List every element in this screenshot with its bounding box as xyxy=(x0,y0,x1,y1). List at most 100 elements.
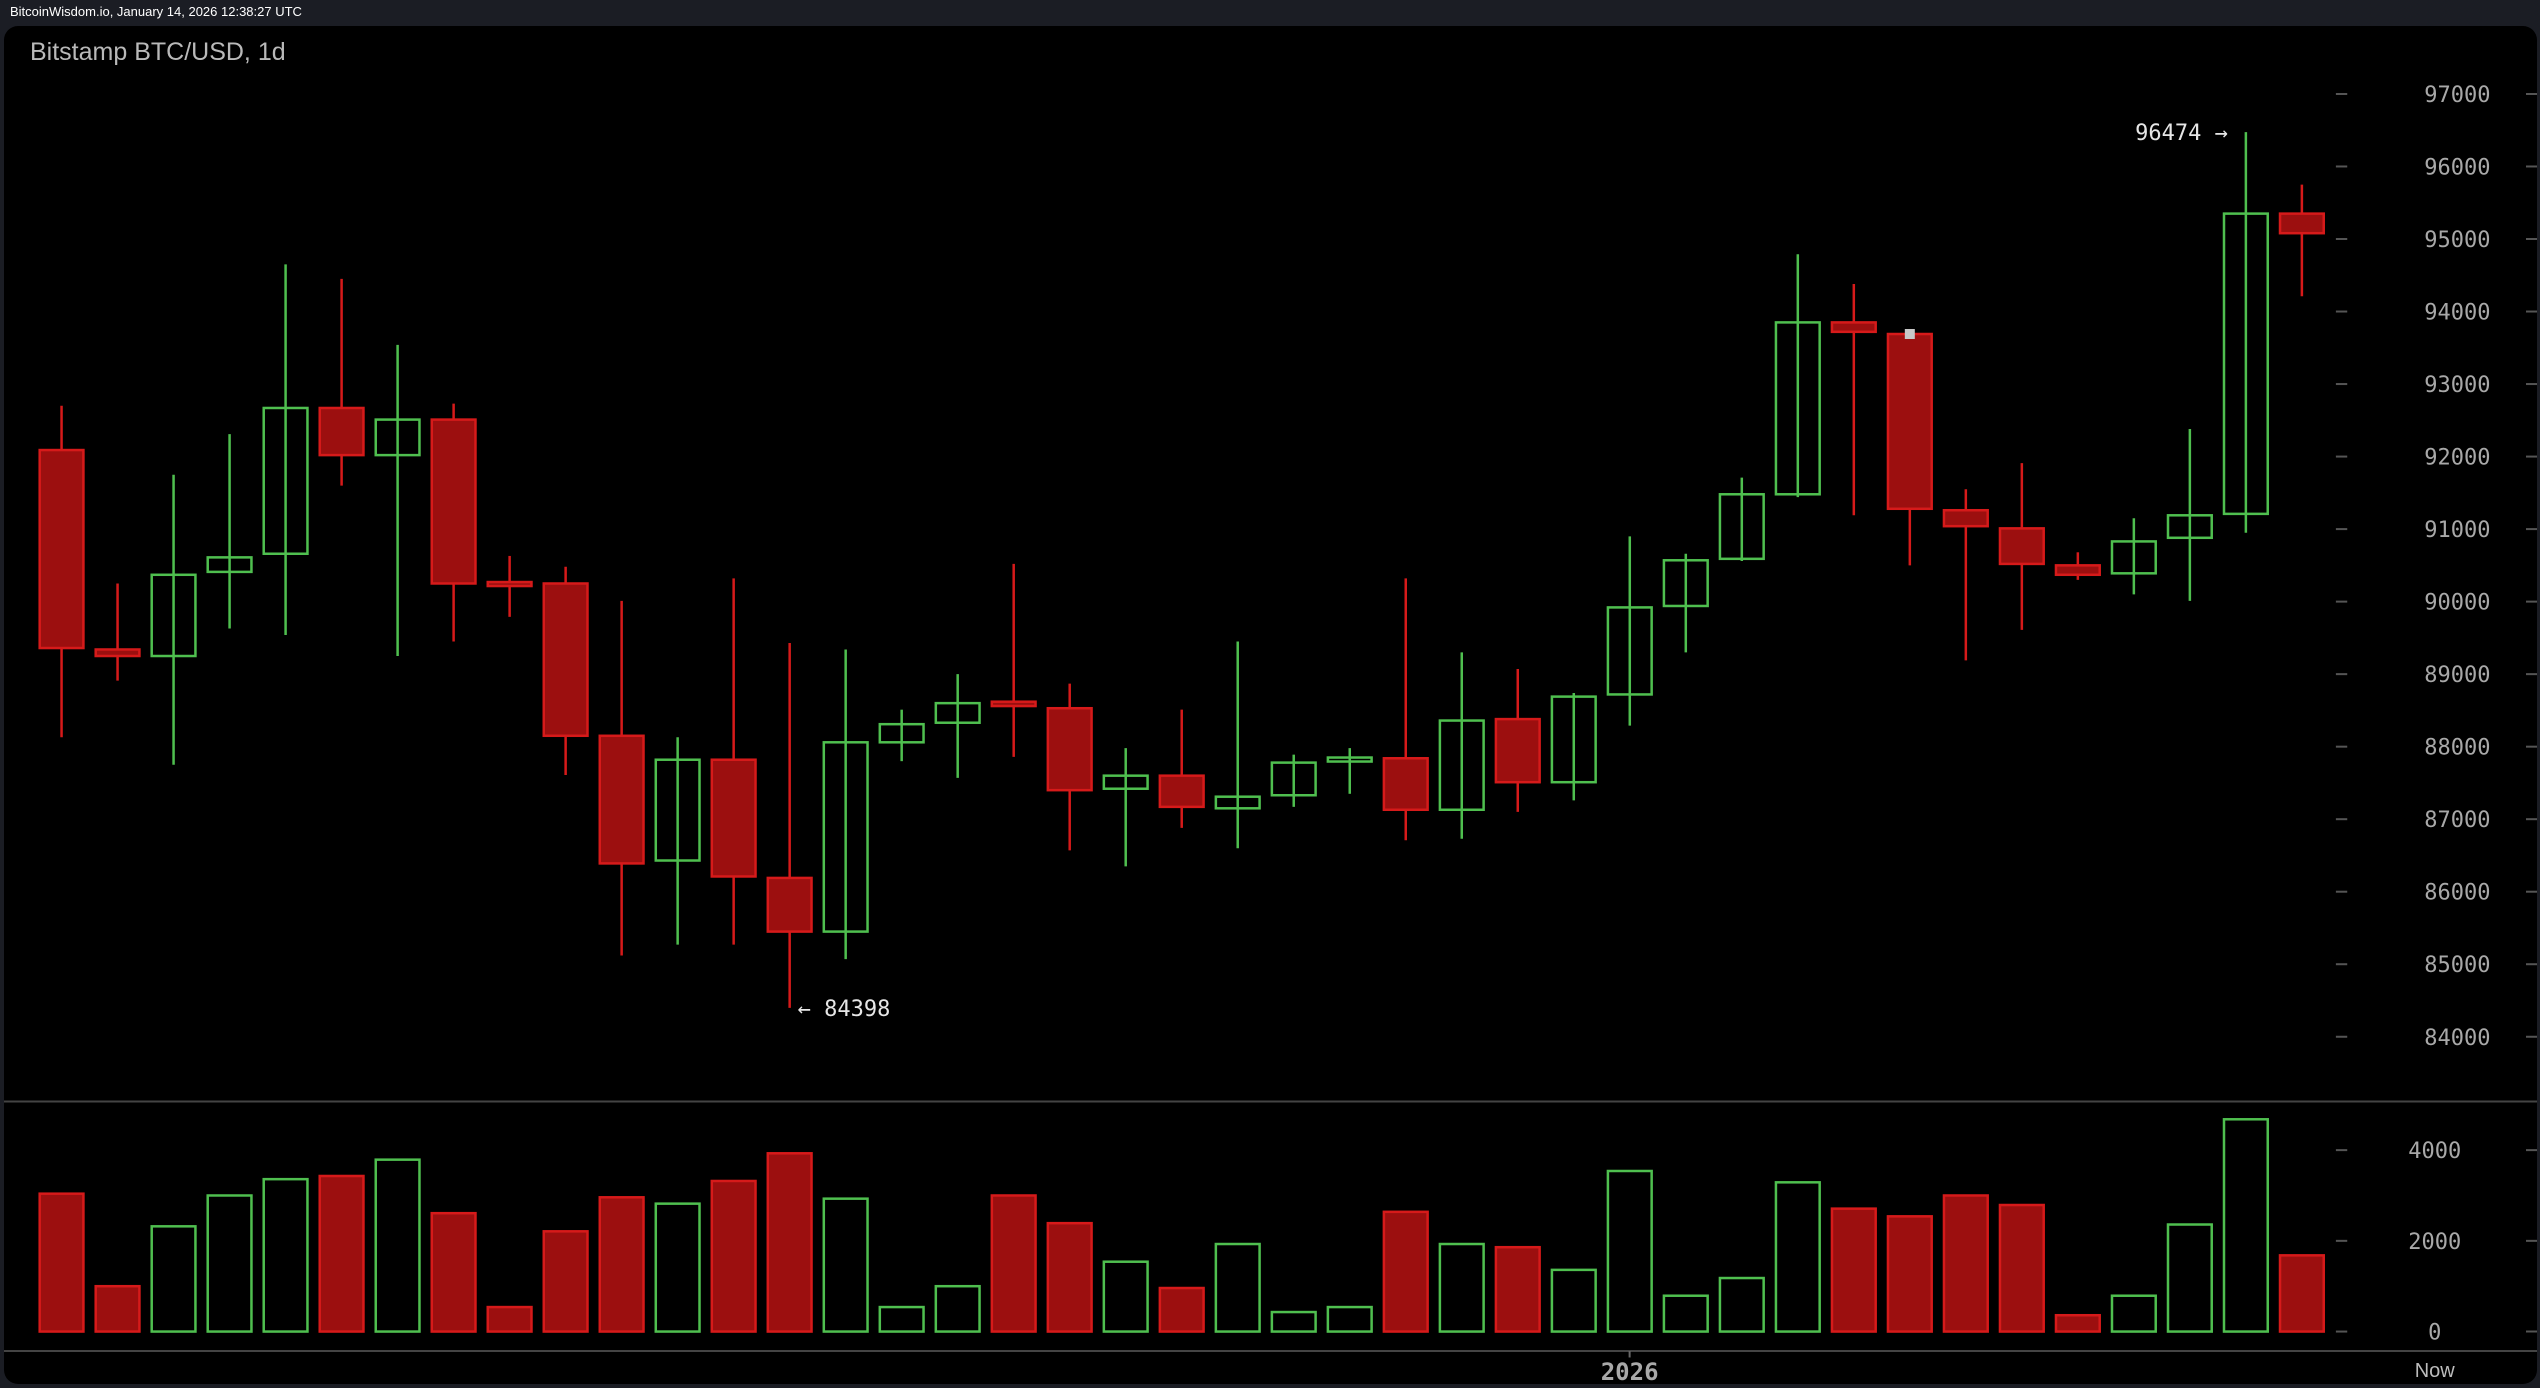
candlestick-chart[interactable]: 84000 85000 86000 87000 88000 89000 90000 91000… xyxy=(4,26,2537,1384)
chart-frame: Bitstamp BTC/USD, 1d 84000 85000 86000 8700… xyxy=(4,26,2537,1384)
candle-body-down xyxy=(1830,321,1877,334)
candle-body-up xyxy=(1774,321,1821,496)
candle-body-down xyxy=(990,700,1037,708)
volume-bar-up xyxy=(206,1194,253,1333)
volume-bar-up xyxy=(1662,1294,1709,1333)
candle-body-up xyxy=(1214,795,1261,810)
volume-axis-label: 0 xyxy=(2428,1321,2441,1346)
candle-body-up xyxy=(1270,761,1317,797)
volume-bar-up xyxy=(1774,1181,1821,1333)
price-axis-label: 88000 xyxy=(2424,736,2490,761)
volume-bar-down xyxy=(990,1194,1037,1333)
price-axis-label: 86000 xyxy=(2424,881,2490,906)
source-timestamp-bar: BitcoinWisdom.io, January 14, 2026 12:38… xyxy=(0,0,2540,24)
volume-bar-down xyxy=(1830,1207,1877,1333)
source-timestamp: BitcoinWisdom.io, January 14, 2026 12:38… xyxy=(10,4,302,19)
volume-bar-down xyxy=(1046,1221,1093,1333)
volume-axis-label: 2000 xyxy=(2408,1230,2461,1255)
volume-bar-down xyxy=(318,1174,365,1333)
price-axis-label: 87000 xyxy=(2424,808,2490,833)
candle-body-down xyxy=(430,418,477,585)
volume-bar-up xyxy=(1718,1276,1765,1333)
volume-bar-up xyxy=(1214,1242,1261,1333)
candle-body-up xyxy=(1326,756,1373,763)
price-axis-label: 85000 xyxy=(2424,953,2490,978)
candle-body-down xyxy=(1158,774,1205,809)
candle-body-up xyxy=(2110,540,2157,575)
price-axis-label: 84000 xyxy=(2424,1026,2490,1051)
volume-bar-up xyxy=(2110,1294,2157,1333)
volume-bar-up xyxy=(2166,1223,2213,1333)
candle-body-down xyxy=(598,734,645,865)
period-low-label: ← 84398 xyxy=(798,997,891,1022)
price-axis-label: 91000 xyxy=(2424,518,2490,543)
candle-body-up xyxy=(262,406,309,555)
price-axis-label: 96000 xyxy=(2424,155,2490,180)
candle-body-down xyxy=(1494,717,1541,784)
volume-bar-down xyxy=(38,1192,85,1333)
volume-bar-down xyxy=(598,1196,645,1333)
candle-body-down xyxy=(1382,757,1429,812)
volume-bar-down xyxy=(2054,1313,2101,1333)
candle-body-down xyxy=(486,580,533,588)
candle-body-down xyxy=(1886,332,1933,511)
price-axis-label: 92000 xyxy=(2424,446,2490,471)
candle-body-down xyxy=(1046,706,1093,792)
candle-body-up xyxy=(822,741,869,933)
candle-body-up xyxy=(206,556,253,574)
candle-body-up xyxy=(1102,774,1149,790)
candle-body-up xyxy=(150,573,197,658)
period-high-label: 96474 → xyxy=(2135,121,2228,146)
volume-bar-down xyxy=(430,1211,477,1333)
marker-square xyxy=(1904,329,1915,340)
volume-bar-up xyxy=(654,1202,701,1333)
volume-bar-up xyxy=(822,1197,869,1333)
candle-body-up xyxy=(1438,719,1485,812)
volume-bar-up xyxy=(1606,1169,1653,1333)
candle-body-up xyxy=(1718,493,1765,561)
price-axis-label: 90000 xyxy=(2424,591,2490,616)
candle-body-up xyxy=(374,418,421,457)
price-axis-label: 89000 xyxy=(2424,663,2490,688)
candle-body-up xyxy=(1662,559,1709,608)
candle-body-down xyxy=(2054,564,2101,577)
candle-body-up xyxy=(654,758,701,862)
volume-bar-up xyxy=(1550,1268,1597,1333)
volume-bar-up xyxy=(2222,1118,2269,1333)
candle-body-down xyxy=(318,406,365,457)
volume-bar-down xyxy=(1998,1203,2045,1333)
candle-body-down xyxy=(94,648,141,658)
volume-bar-down xyxy=(766,1152,813,1333)
candle-body-down xyxy=(542,582,589,738)
volume-axis-label: 4000 xyxy=(2408,1139,2461,1164)
volume-bar-down xyxy=(1942,1194,1989,1333)
volume-bar-down xyxy=(542,1230,589,1333)
candle-body-up xyxy=(1550,695,1597,784)
price-axis-label: 94000 xyxy=(2424,301,2490,326)
volume-bar-down xyxy=(1158,1286,1205,1333)
volume-bar-down xyxy=(94,1284,141,1333)
candle-body-up xyxy=(878,722,925,744)
volume-bar-up xyxy=(374,1158,421,1333)
candle-body-down xyxy=(1942,508,1989,528)
candle-body-down xyxy=(766,876,813,933)
volume-bar-down xyxy=(1886,1215,1933,1333)
candle-body-down xyxy=(2278,212,2325,235)
volume-bar-up xyxy=(150,1225,197,1333)
x-axis-year-label: 2026 xyxy=(1601,1358,1659,1384)
price-axis-label: 97000 xyxy=(2424,83,2490,108)
volume-bar-up xyxy=(1102,1260,1149,1333)
volume-bar-down xyxy=(1494,1245,1541,1333)
volume-bar-up xyxy=(262,1177,309,1333)
candle-body-up xyxy=(934,701,981,724)
chart-title: Bitstamp BTC/USD, 1d xyxy=(30,38,286,66)
volume-bar-up xyxy=(878,1305,925,1333)
candle-body-down xyxy=(710,758,757,878)
candle-body-up xyxy=(1606,606,1653,696)
candle-body-up xyxy=(2222,212,2269,516)
volume-bar-down xyxy=(710,1179,757,1333)
price-axis-label: 93000 xyxy=(2424,373,2490,398)
volume-bar-down xyxy=(2278,1254,2325,1333)
volume-bar-up xyxy=(1326,1305,1373,1333)
volume-bar-up xyxy=(1438,1242,1485,1333)
